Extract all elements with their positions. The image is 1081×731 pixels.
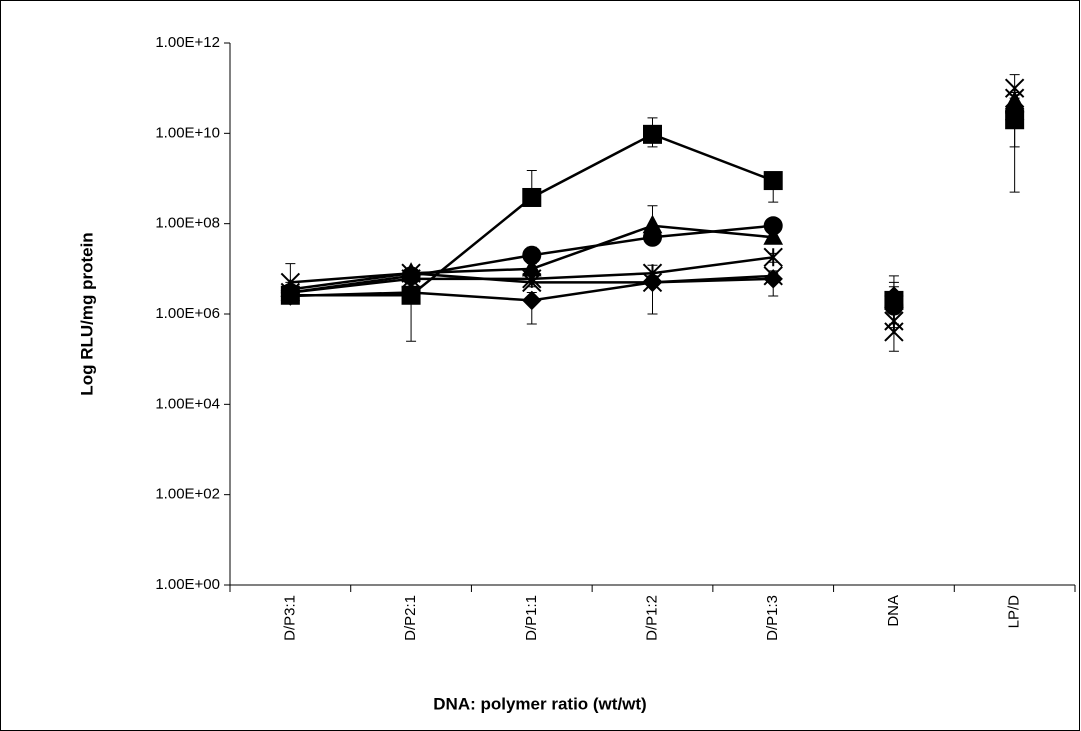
marker [763, 266, 783, 286]
marker [401, 282, 421, 303]
x-tick-label: D/P1:1 [523, 595, 540, 641]
x-tick-label: D/P2:1 [402, 595, 419, 641]
marker [280, 282, 301, 303]
marker [642, 214, 663, 234]
y-axis-title: Log RLU/mg protein [77, 232, 96, 395]
x-tick-label: D/P1:3 [764, 595, 781, 641]
marker [642, 272, 663, 293]
marker [1004, 88, 1025, 108]
marker [1004, 110, 1025, 130]
x-tick-label: DNA [885, 595, 902, 627]
marker [643, 124, 662, 144]
x-axis-title: DNA: polymer ratio (wt/wt) [433, 694, 646, 713]
y-tick-label: 1.00E+08 [155, 215, 220, 232]
y-tick-label: 1.00E+10 [155, 124, 220, 141]
marker [642, 263, 663, 283]
marker [763, 171, 783, 191]
marker [522, 269, 542, 289]
x-tick-label: D/P3:1 [281, 595, 298, 641]
marker [763, 226, 784, 245]
marker [401, 269, 421, 289]
y-tick-label: 1.00E+04 [155, 395, 220, 412]
marker [522, 187, 542, 207]
y-tick-label: 1.00E+06 [155, 305, 220, 322]
marker [280, 272, 301, 293]
marker [884, 311, 904, 331]
marker [763, 247, 783, 268]
x-tick-label: LP/D [1006, 595, 1023, 629]
marker [1004, 78, 1025, 98]
y-tick-label: 1.00E+12 [155, 34, 220, 51]
x-tick-label: D/P1:2 [643, 595, 660, 641]
marker [522, 290, 542, 311]
y-tick-label: 1.00E+02 [155, 486, 220, 503]
y-tick-label: 1.00E+00 [155, 576, 220, 593]
